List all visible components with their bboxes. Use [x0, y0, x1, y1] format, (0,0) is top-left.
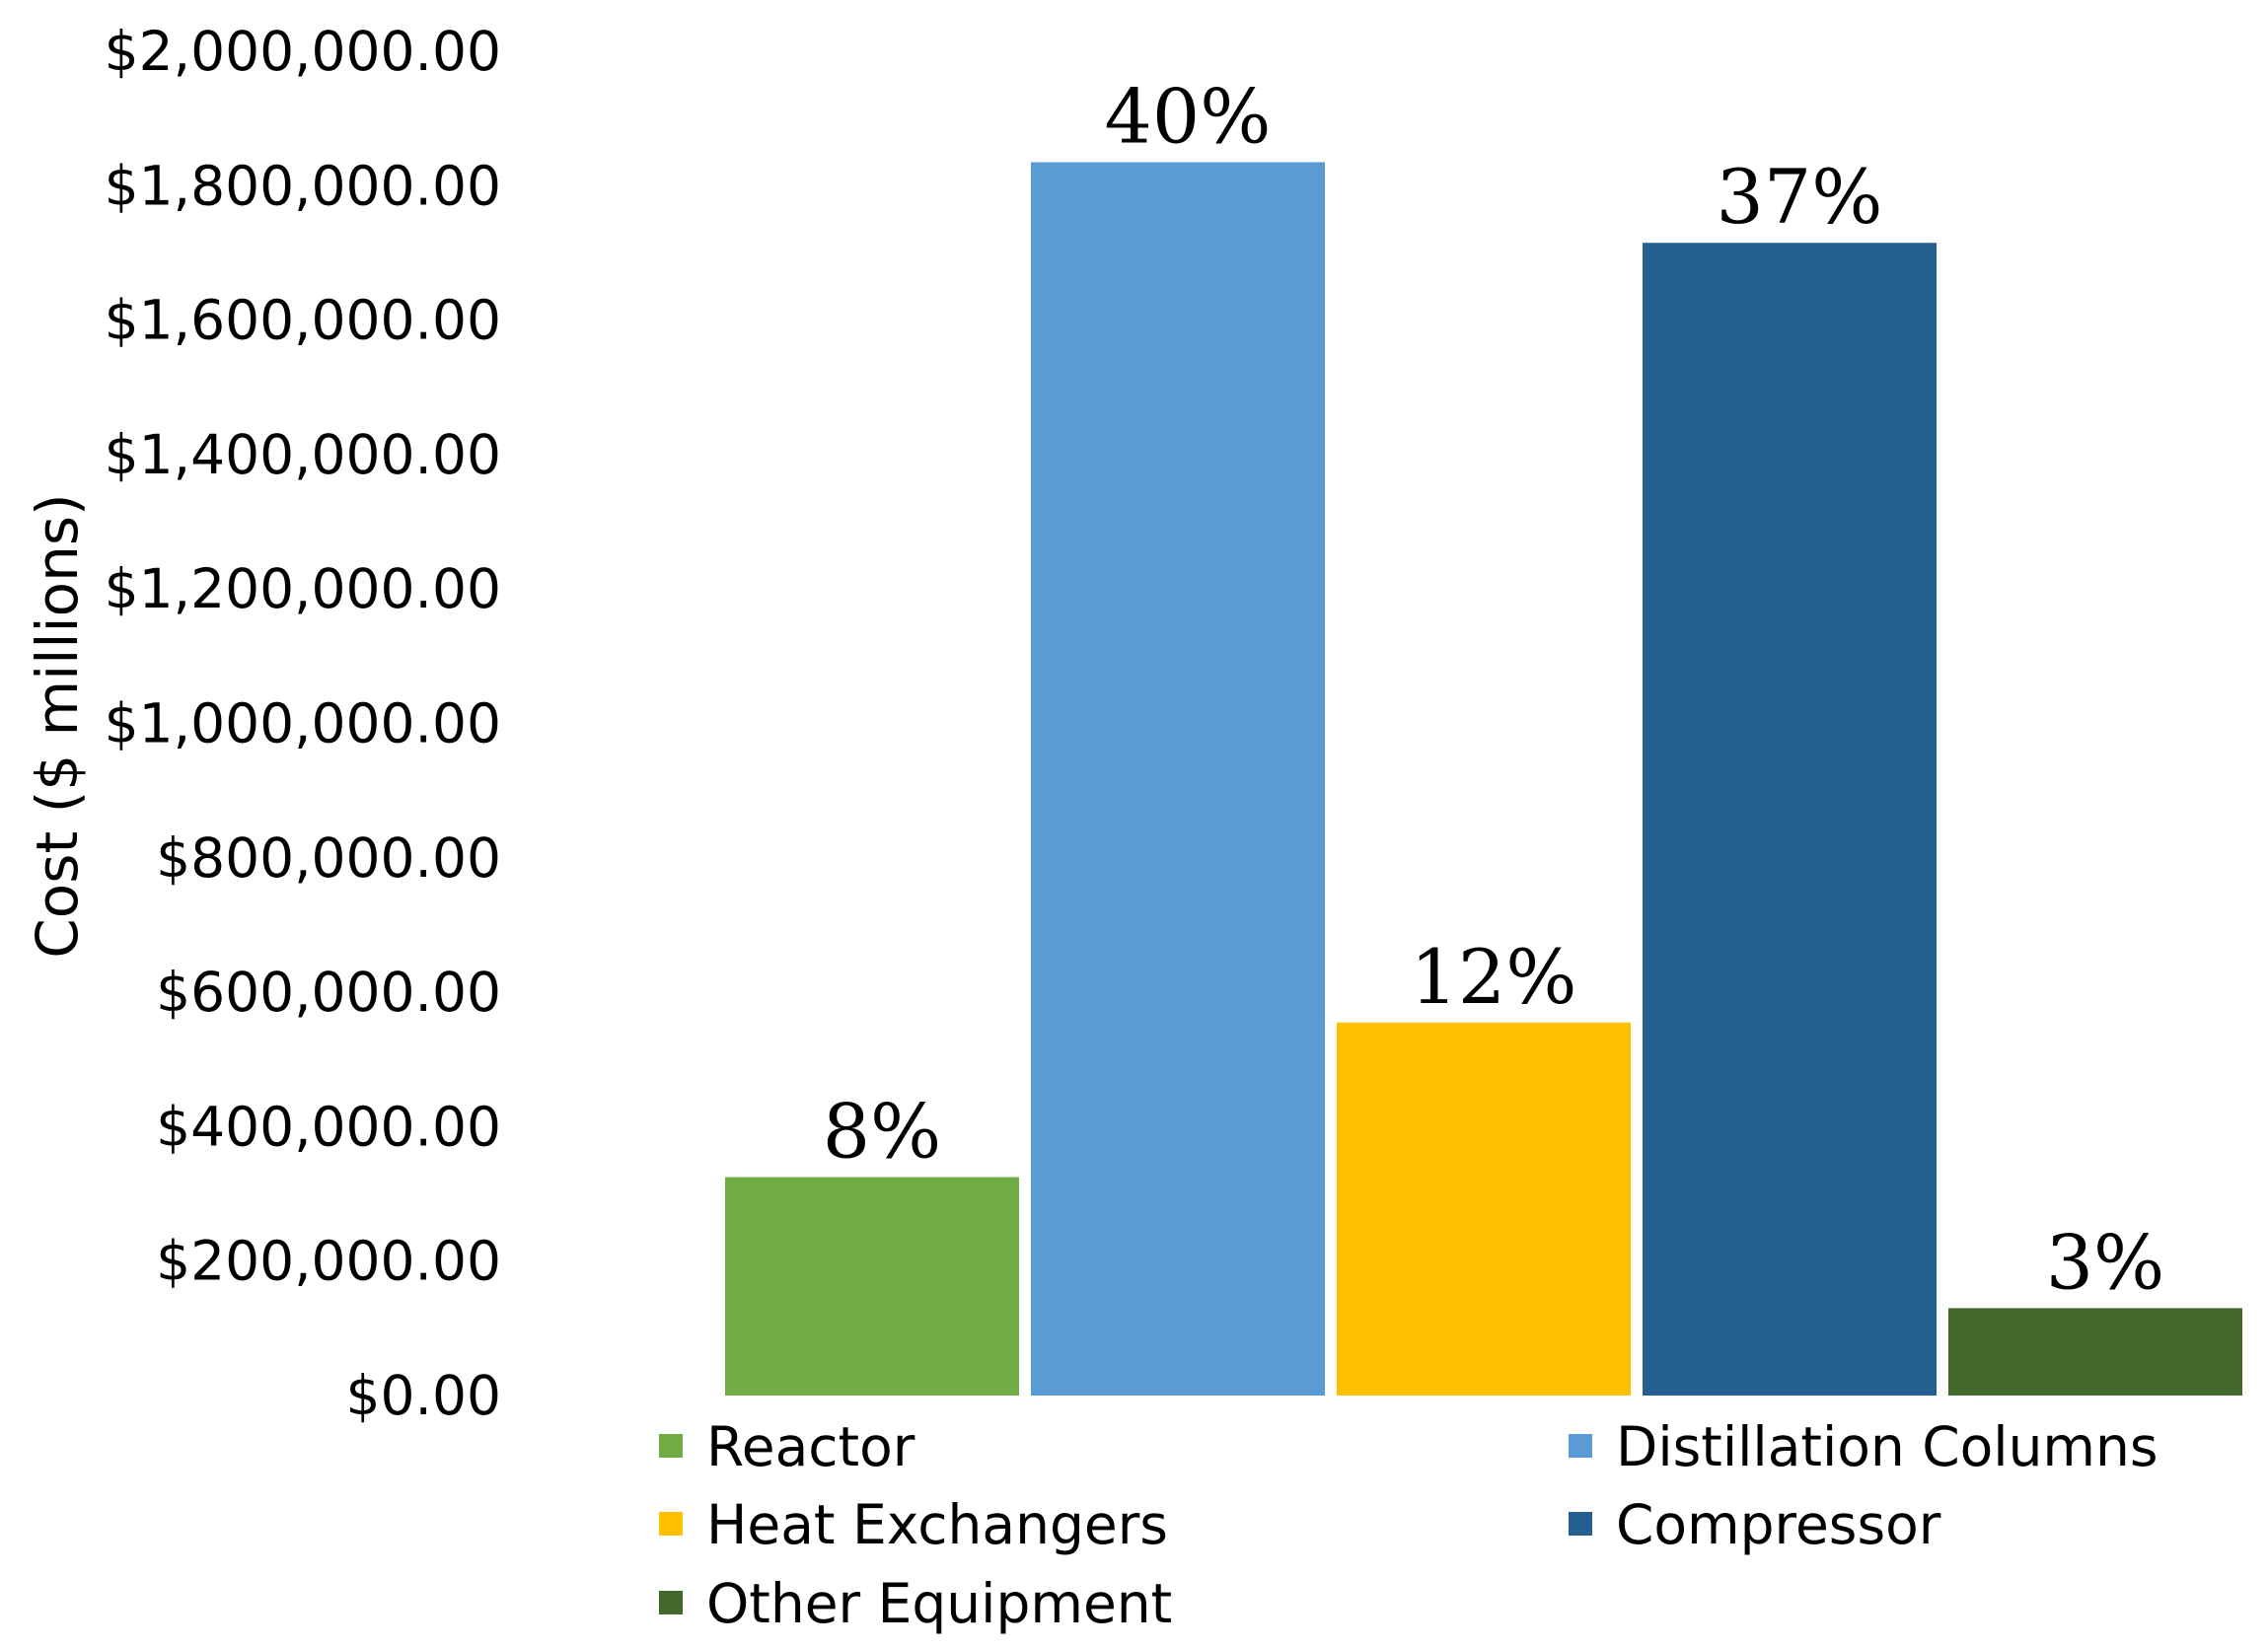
y-tick-label: $400,000.00 — [156, 1095, 501, 1158]
legend-label: Distillation Columns — [1616, 1415, 2158, 1478]
bar-reactor — [725, 1177, 1019, 1396]
legend-item: Reactor — [659, 1415, 915, 1478]
legend-item: Other Equipment — [659, 1572, 1172, 1635]
legend-label: Other Equipment — [706, 1572, 1172, 1635]
legend-label: Compressor — [1616, 1493, 1941, 1556]
y-tick-label: $200,000.00 — [156, 1230, 501, 1293]
legend: Reactor Distillation Columns Heat Exchange… — [659, 1415, 2158, 1635]
legend-swatch — [659, 1591, 683, 1614]
y-tick-label: $1,800,000.00 — [105, 154, 501, 217]
legend-item: Heat Exchangers — [659, 1493, 1168, 1556]
y-tick-label: $1,200,000.00 — [105, 557, 501, 620]
legend-label: Reactor — [706, 1415, 915, 1478]
bar-compressor — [1643, 243, 1937, 1396]
data-label: 37% — [1717, 153, 1883, 241]
data-label: 8% — [823, 1088, 942, 1176]
y-axis-ticks: $0.00 $200,000.00 $400,000.00 $600,000.00 $8… — [105, 20, 501, 1427]
y-tick-label: $1,600,000.00 — [105, 289, 501, 352]
data-labels: 8% 40% 12% 37% 3% — [823, 72, 2165, 1306]
y-tick-label: $0.00 — [346, 1364, 501, 1427]
y-axis-title: Cost ($ millions) — [24, 493, 91, 958]
y-tick-label: $1,000,000.00 — [105, 692, 501, 755]
bars — [725, 162, 2242, 1396]
bar-heat-exchangers — [1337, 1022, 1631, 1396]
legend-swatch — [659, 1434, 683, 1458]
y-tick-label: $2,000,000.00 — [105, 20, 501, 83]
y-tick-label: $600,000.00 — [156, 961, 501, 1024]
data-label: 12% — [1411, 933, 1577, 1021]
legend-item: Distillation Columns — [1569, 1415, 2158, 1478]
bar-distillation-columns — [1031, 162, 1325, 1396]
data-label: 40% — [1105, 72, 1272, 160]
legend-label: Heat Exchangers — [706, 1493, 1168, 1556]
legend-swatch — [659, 1512, 683, 1536]
y-tick-label: $1,400,000.00 — [105, 423, 501, 486]
bar-other-equipment — [1948, 1308, 2242, 1396]
y-tick-label: $800,000.00 — [156, 826, 501, 890]
legend-swatch — [1569, 1434, 1592, 1458]
legend-item: Compressor — [1569, 1493, 1941, 1556]
legend-swatch — [1569, 1512, 1592, 1536]
data-label: 3% — [2046, 1218, 2165, 1306]
